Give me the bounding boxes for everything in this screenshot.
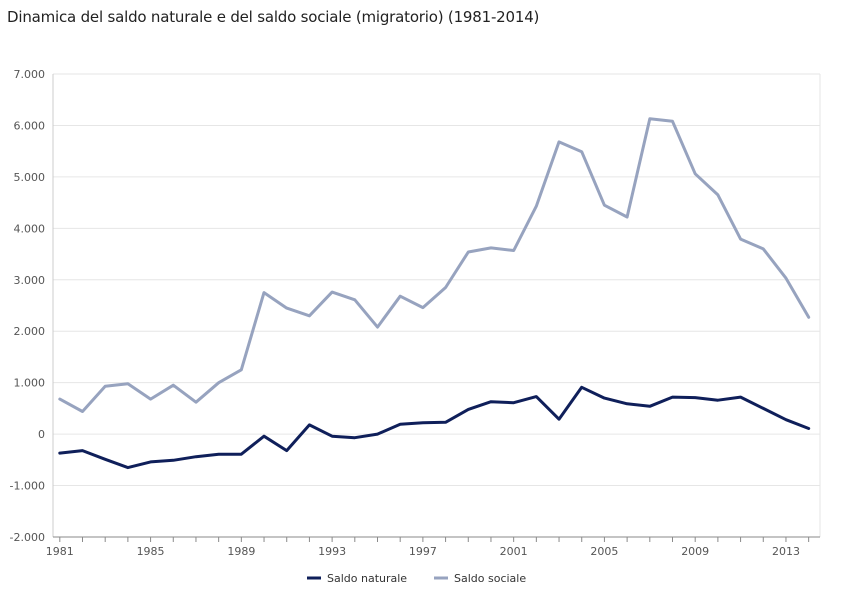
series-lines xyxy=(58,117,811,470)
y-tick-label: -2.000 xyxy=(10,531,45,544)
y-tick-label: 4.000 xyxy=(14,222,46,235)
y-tick-label: 5.000 xyxy=(14,171,46,184)
x-tick-label: 1981 xyxy=(46,545,74,558)
series-line-saldo-sociale xyxy=(58,117,811,413)
x-tick-label: 1985 xyxy=(137,545,165,558)
series-line-saldo-naturale xyxy=(58,385,811,470)
y-tick-label: 3.000 xyxy=(14,274,46,287)
y-tick-label: 2.000 xyxy=(14,325,46,338)
x-tick-label: 2013 xyxy=(772,545,800,558)
y-tick-label: 6.000 xyxy=(14,119,46,132)
legend: Saldo naturale Saldo sociale xyxy=(307,572,526,585)
y-tick-label: 1.000 xyxy=(14,377,46,390)
x-tick-label: 2009 xyxy=(681,545,709,558)
y-tick-label: -1.000 xyxy=(10,480,45,493)
legend-label-saldo-naturale: Saldo naturale xyxy=(327,572,407,585)
x-tick-label: 2005 xyxy=(590,545,618,558)
x-tick-label: 1997 xyxy=(409,545,437,558)
x-tick-label: 1993 xyxy=(318,545,346,558)
gridlines xyxy=(53,73,821,538)
chart-title: Dinamica del saldo naturale e del saldo … xyxy=(7,8,540,26)
legend-label-saldo-sociale: Saldo sociale xyxy=(454,572,526,585)
x-tick-label: 2001 xyxy=(500,545,528,558)
axes: 7.000 6.000 5.000 4.000 3.000 2.000 1.000 0 -1.0… xyxy=(10,68,820,558)
y-tick-label: 7.000 xyxy=(14,68,46,81)
y-tick-label: 0 xyxy=(38,428,45,441)
x-tick-label: 1989 xyxy=(227,545,255,558)
